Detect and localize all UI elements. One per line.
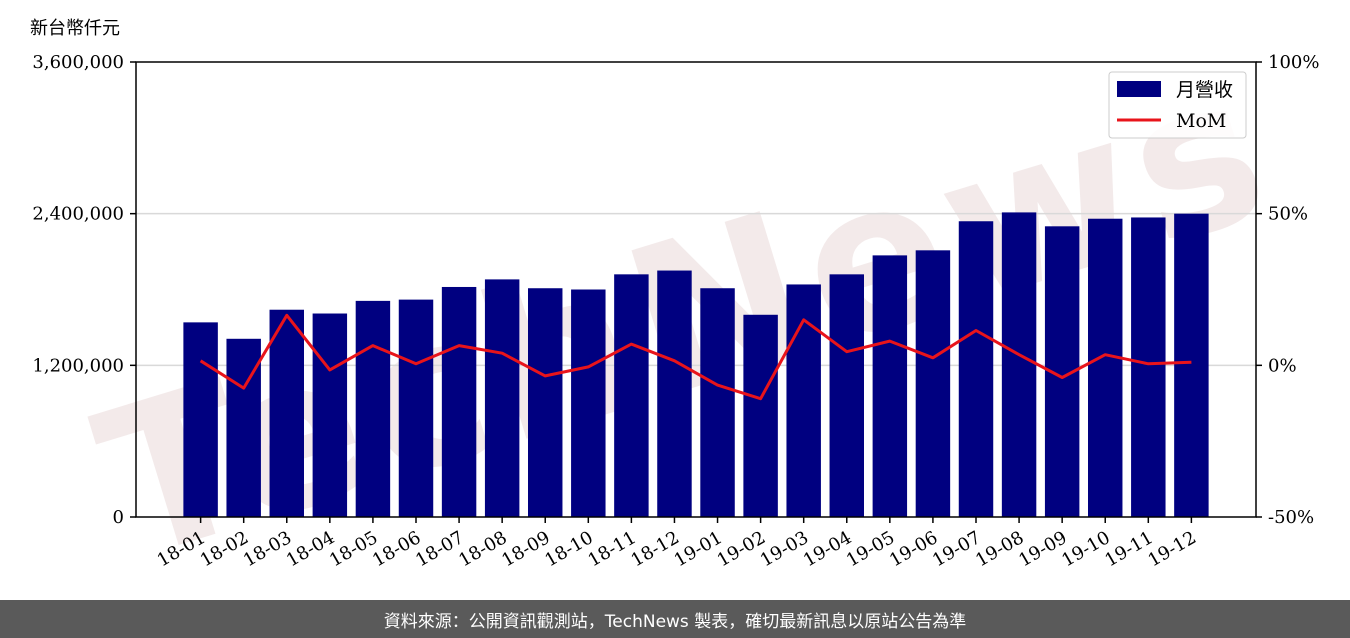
x-axis-tick-label: 19-01 [671,527,726,571]
x-axis-tick-label: 18-12 [628,527,683,571]
x-axis-tick-label: 19-04 [800,527,855,571]
plot-frame [135,61,1257,518]
right-axis-tick-label: 0% [1268,355,1297,376]
source-text: 資料來源：公開資訊觀測站，TechNews 製表，確切最新訊息以原站公告為準 [383,611,967,632]
x-axis-tick-label: 19-09 [1015,527,1070,571]
x-axis-tick-label: 19-10 [1058,527,1113,571]
revenue-bar [528,288,563,517]
x-axis-tick-label: 19-08 [972,527,1027,571]
revenue-bar [312,313,348,517]
legend-label-revenue: 月營收 [1176,79,1233,101]
revenue-bar [786,284,821,517]
revenue-bar [872,255,908,517]
revenue-bar [183,322,218,517]
source-footer: 資料來源：公開資訊觀測站，TechNews 製表，確切最新訊息以原站公告為準 [0,600,1350,638]
revenue-bar [657,270,692,517]
x-axis-tick-label: 19-05 [843,527,898,571]
revenue-chart: TechNews01,200,0002,400,0003,600,000-50%… [32,27,1319,600]
revenue-bar [915,250,951,517]
revenue-bar [1001,212,1037,517]
x-axis-tick-label: 19-07 [929,527,984,571]
x-axis-tick-label: 18-08 [455,527,510,571]
revenue-bar [355,300,391,517]
revenue-bar [829,274,864,517]
legend-label-mom: MoM [1176,110,1226,132]
revenue-bar [398,299,434,517]
left-axis-tick-label: 3,600,000 [32,52,124,73]
revenue-bar [269,309,304,517]
revenue-bar [484,279,520,517]
right-axis-tick-label: 100% [1268,52,1319,73]
x-axis-tick-label: 19-06 [886,527,941,571]
x-axis-tick-label: 18-07 [412,527,467,571]
x-axis-tick-label: 19-11 [1101,527,1156,571]
x-axis-tick-label: 18-11 [584,527,639,571]
x-axis-tick-label: 18-09 [498,527,553,571]
revenue-bar [700,288,735,517]
right-axis-tick-label: -50% [1268,507,1314,528]
revenue-bar [743,314,778,517]
x-axis-tick-label: 18-10 [541,527,596,571]
x-axis-tick-label: 19-03 [757,527,812,571]
mom-line [199,313,1192,401]
revenue-bar [1174,213,1209,517]
left-axis-tick-label: 0 [113,507,124,528]
x-axis-tick-label: 19-12 [1144,527,1199,571]
left-axis-tick-label: 2,400,000 [32,204,124,225]
x-axis-tick-label: 19-02 [714,527,769,571]
right-axis-tick-label: 50% [1268,204,1308,225]
revenue-bar [571,289,606,517]
revenue-bar [1131,217,1166,518]
legend-swatch-revenue [1117,81,1161,97]
legend: 月營收 MoM [1108,71,1247,139]
revenue-bar [614,274,649,517]
revenue-bar [441,286,477,517]
revenue-bar [958,221,994,517]
revenue-bar [1088,218,1123,517]
left-axis-tick-label: 1,200,000 [32,355,124,376]
y-axis-unit-label: 新台幣仟元 [30,18,120,39]
